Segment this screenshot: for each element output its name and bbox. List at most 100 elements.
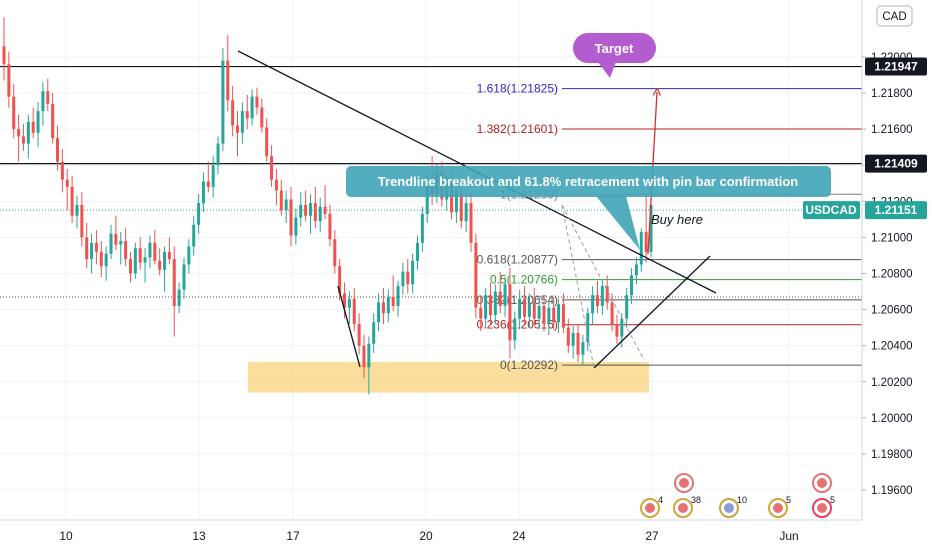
candle-body bbox=[128, 259, 132, 274]
candle-body bbox=[415, 242, 420, 261]
event-flag-icon bbox=[678, 503, 688, 513]
price-label: 1.21151 bbox=[875, 203, 918, 217]
candle-body bbox=[552, 307, 556, 323]
target-label: Target bbox=[595, 41, 634, 56]
candle-body bbox=[216, 143, 220, 166]
candle-body bbox=[343, 293, 347, 308]
candle-body bbox=[104, 253, 108, 267]
candle-body bbox=[21, 136, 25, 144]
candle-body bbox=[65, 179, 69, 187]
candle-body bbox=[274, 179, 278, 191]
candle-body bbox=[571, 333, 575, 346]
event-count: 10 bbox=[737, 495, 747, 505]
candle-body bbox=[401, 271, 405, 287]
time-axis[interactable]: 10 13 17 20 24 27 Jun bbox=[59, 529, 798, 543]
candle-body bbox=[639, 232, 643, 265]
candle-body bbox=[484, 295, 488, 319]
candle-body bbox=[372, 322, 376, 344]
candle-body bbox=[153, 242, 157, 261]
callout-box bbox=[346, 166, 831, 197]
candle-body bbox=[308, 203, 312, 216]
candle-body bbox=[523, 298, 527, 317]
candle-body bbox=[498, 291, 502, 306]
candle-body bbox=[595, 295, 599, 306]
time-tick-label: 27 bbox=[645, 529, 659, 543]
buy-here-label: Buy here bbox=[651, 212, 703, 227]
price-tick-label: 1.21600 bbox=[871, 124, 913, 136]
currency-button-box[interactable] bbox=[876, 5, 913, 27]
candle-body bbox=[537, 305, 541, 319]
candle-body bbox=[2, 46, 6, 65]
candle-body bbox=[17, 129, 21, 137]
fib-label: 0(1.20292) bbox=[500, 358, 558, 372]
candle-body bbox=[420, 213, 424, 243]
candle-body bbox=[187, 246, 191, 265]
fib-label: 0.236(1.20516) bbox=[477, 318, 558, 332]
price-label: 1.21409 bbox=[874, 157, 918, 171]
candle-body bbox=[391, 296, 395, 306]
price-tick-label: 1.21000 bbox=[871, 232, 913, 244]
candle-body bbox=[114, 233, 118, 245]
event-count: 4 bbox=[658, 495, 663, 505]
support-zone bbox=[248, 361, 649, 393]
candle-body bbox=[250, 96, 254, 119]
candle-body bbox=[605, 286, 609, 303]
candle-body bbox=[294, 217, 298, 236]
candle-body bbox=[625, 295, 629, 319]
candle-body bbox=[513, 318, 517, 341]
candle-body bbox=[36, 111, 40, 133]
event-flag-icon bbox=[645, 503, 655, 513]
price-tick-label: 1.19800 bbox=[871, 449, 913, 461]
candle-body bbox=[119, 241, 123, 245]
time-tick-label: 13 bbox=[192, 529, 206, 543]
candle-body bbox=[90, 242, 94, 260]
candle-body bbox=[158, 260, 162, 270]
swing-line bbox=[337, 285, 361, 368]
price-label-box bbox=[865, 154, 927, 173]
candle-body bbox=[70, 186, 74, 216]
event-flag-icon bbox=[724, 503, 734, 513]
time-tick-label: Jun bbox=[779, 529, 798, 543]
price-label-box bbox=[865, 57, 927, 76]
candle-body bbox=[591, 295, 595, 314]
candle-body bbox=[318, 206, 322, 222]
candle-body bbox=[289, 199, 293, 236]
price-tick-label: 1.19600 bbox=[871, 485, 913, 497]
price-tick-label: 1.20000 bbox=[871, 413, 913, 425]
candle-body bbox=[649, 204, 653, 252]
candle-body bbox=[56, 138, 60, 162]
price-label: 1.21947 bbox=[874, 60, 918, 74]
candle-body bbox=[488, 295, 492, 315]
uptrend-line bbox=[593, 255, 711, 369]
candle-body bbox=[377, 302, 381, 323]
candle-body bbox=[620, 318, 624, 337]
candle-body bbox=[226, 60, 230, 101]
candle-body bbox=[479, 307, 483, 319]
price-axis-background bbox=[862, 0, 932, 520]
candle-body bbox=[284, 199, 288, 211]
candle-body bbox=[51, 103, 55, 139]
fib-label: 1.618(1.21825) bbox=[477, 82, 558, 96]
currency-label[interactable]: CAD bbox=[882, 11, 906, 23]
candle-body bbox=[231, 100, 235, 126]
candle-body bbox=[547, 307, 551, 325]
target-bubble: Target bbox=[573, 33, 656, 78]
candle-body bbox=[182, 264, 186, 290]
candle-body bbox=[201, 181, 205, 204]
currency-button[interactable]: CAD bbox=[876, 5, 913, 27]
economic-events[interactable]: 4 38 10 5 5 bbox=[640, 473, 835, 518]
candle-body bbox=[518, 298, 522, 319]
candle-body bbox=[630, 275, 634, 296]
price-tick-label: 1.21800 bbox=[871, 88, 913, 100]
fib-label: 1.382(1.21601) bbox=[477, 122, 558, 136]
candle-body bbox=[333, 239, 337, 267]
time-tick-label: 17 bbox=[286, 529, 300, 543]
candle-body bbox=[586, 313, 590, 343]
candle-body bbox=[265, 127, 269, 157]
candle-body bbox=[177, 289, 181, 306]
symbol-label-box bbox=[803, 201, 860, 220]
fib-label: 0.382(1.20654) bbox=[477, 293, 558, 307]
callout-pointer bbox=[596, 196, 640, 250]
event-flag-icon bbox=[773, 503, 783, 513]
